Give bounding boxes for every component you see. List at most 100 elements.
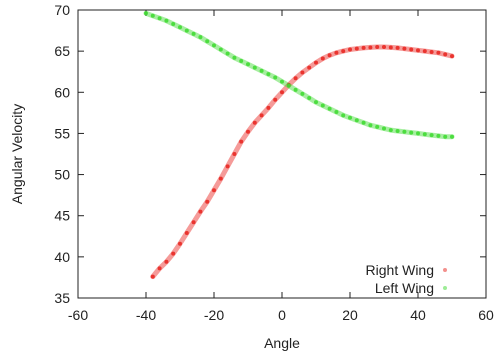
data-point (416, 48, 420, 53)
data-point (273, 97, 278, 102)
data-point (218, 176, 223, 181)
data-point (327, 106, 332, 111)
series-right-wing (150, 44, 455, 280)
y-tick-label: 35 (54, 290, 70, 306)
y-tick-label: 40 (54, 249, 70, 265)
data-point (320, 103, 325, 108)
data-point (232, 55, 237, 60)
data-point (300, 91, 305, 96)
y-tick-label: 50 (54, 167, 70, 183)
data-point (450, 54, 454, 59)
data-point (314, 60, 318, 65)
data-point (191, 31, 196, 36)
data-point (198, 209, 203, 214)
data-point (212, 43, 216, 48)
data-point (307, 96, 312, 101)
data-point (348, 47, 352, 52)
x-tick-label: 0 (278, 307, 286, 323)
data-point (382, 126, 386, 131)
data-point (205, 39, 210, 44)
data-point (409, 47, 414, 52)
y-tick-label: 65 (54, 43, 70, 59)
data-point (205, 199, 210, 204)
legend-label: Right Wing (366, 262, 434, 278)
data-point (252, 120, 257, 125)
y-axis: 35 40 45 50 55 60 65 70 (54, 2, 486, 306)
y-tick-label: 60 (54, 84, 70, 100)
data-point (225, 51, 230, 56)
data-point (293, 87, 298, 92)
data-point (164, 18, 169, 23)
data-point (150, 274, 155, 279)
data-point (239, 59, 244, 64)
data-point (184, 230, 189, 235)
data-point (382, 45, 386, 50)
data-point (450, 134, 454, 139)
data-point (218, 47, 223, 52)
data-point (436, 133, 441, 138)
data-point (395, 45, 400, 50)
data-point (368, 123, 373, 128)
data-point (300, 70, 305, 75)
series-band (143, 10, 455, 140)
data-point (422, 49, 427, 54)
data-point (354, 118, 359, 123)
data-point (334, 110, 339, 115)
data-point (259, 113, 264, 118)
legend-marker (443, 268, 447, 272)
data-point (266, 105, 271, 110)
data-point (293, 76, 298, 81)
data-point (388, 128, 393, 133)
data-point (422, 132, 427, 137)
data-point (354, 46, 359, 51)
x-tick-label: 60 (478, 307, 494, 323)
data-point (280, 90, 284, 95)
data-point (225, 164, 230, 169)
y-tick-label: 45 (54, 208, 70, 224)
data-point (184, 28, 189, 33)
legend: Right Wing Left Wing (366, 262, 447, 296)
series-left-wing (143, 10, 455, 140)
legend-marker (443, 286, 447, 290)
data-point (395, 128, 400, 133)
x-tick-label: -60 (68, 307, 88, 323)
data-point (157, 16, 162, 21)
data-point (232, 152, 237, 156)
series-layer (143, 10, 455, 280)
data-point (388, 45, 393, 50)
x-tick-label: 20 (342, 307, 358, 323)
data-point (314, 100, 318, 105)
data-point (320, 56, 325, 61)
data-point (429, 133, 434, 138)
data-point (246, 62, 250, 67)
data-point (273, 75, 278, 80)
data-point (252, 65, 257, 70)
data-point (334, 50, 339, 55)
series-band (150, 44, 455, 280)
data-point (246, 129, 250, 134)
y-tick-label: 55 (54, 125, 70, 141)
data-point (341, 49, 346, 54)
data-point (191, 220, 196, 225)
data-point (443, 52, 448, 57)
y-tick-label: 70 (54, 2, 70, 18)
data-point (327, 53, 332, 58)
data-point (150, 13, 155, 18)
data-point (348, 115, 352, 120)
y-axis-label: Angular Velocity (9, 104, 25, 204)
data-point (280, 79, 284, 84)
data-point (429, 49, 434, 54)
data-point (239, 139, 244, 144)
data-point (266, 72, 271, 77)
x-tick-label: -20 (204, 307, 224, 323)
data-point (157, 266, 162, 271)
data-point (144, 11, 148, 16)
data-point (368, 45, 373, 50)
data-point (409, 130, 414, 135)
legend-label: Left Wing (375, 280, 434, 296)
data-point (164, 259, 169, 264)
data-point (259, 68, 264, 73)
data-point (198, 35, 203, 40)
data-point (375, 124, 380, 129)
